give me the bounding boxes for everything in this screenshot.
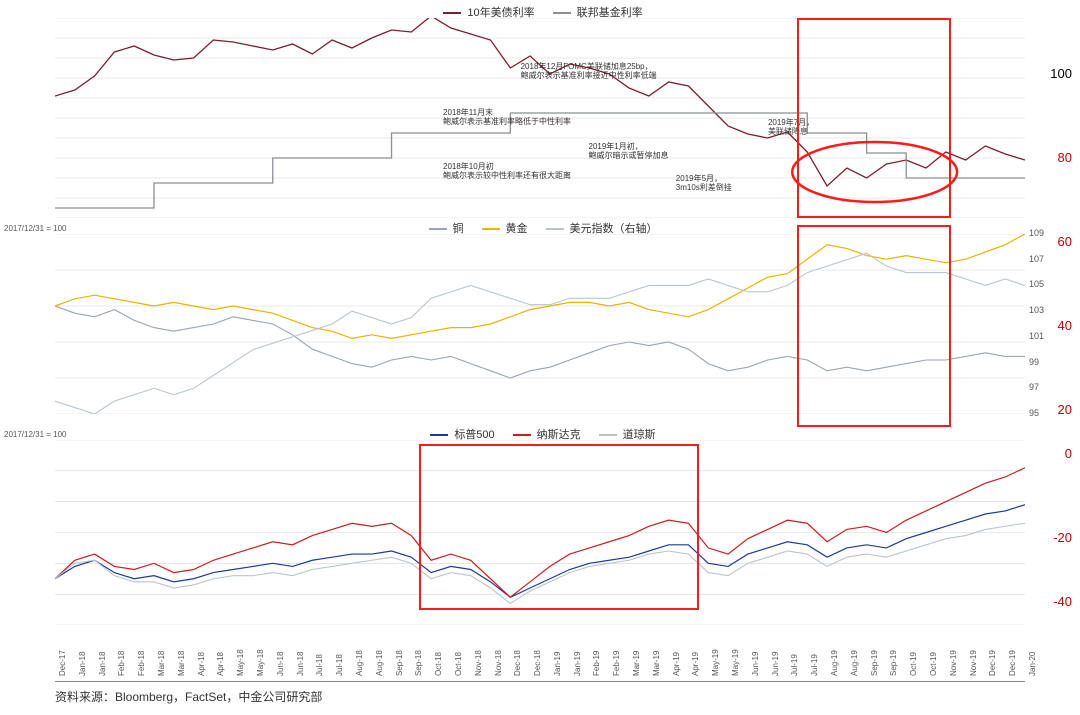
x-tick: Feb-19: [592, 651, 601, 676]
baseline-label-2: 2017/12/31 = 100: [4, 430, 67, 439]
x-tick: Aug-19: [830, 650, 839, 676]
overlay-tick: 80: [1058, 150, 1072, 165]
x-tick: Apr-18: [216, 652, 225, 676]
x-tick: Jun-18: [276, 652, 285, 676]
x-tick: Nov-18: [474, 650, 483, 676]
y-tick-right: 97: [1029, 382, 1039, 392]
series-dxy: [55, 253, 1025, 414]
y-tick-right: 107: [1029, 254, 1044, 264]
equity-chart: [55, 440, 1025, 625]
y-tick-right: 101: [1029, 331, 1044, 341]
overlay-tick: 20: [1058, 402, 1072, 417]
overlay-tick: 0: [1065, 446, 1072, 461]
x-tick: Nov-18: [494, 650, 503, 676]
x-tick: Apr-19: [672, 652, 681, 676]
x-tick: Sep-18: [395, 650, 404, 676]
x-tick: Jan-18: [98, 652, 107, 676]
x-tick: Feb-18: [117, 651, 126, 676]
series-spx: [55, 505, 1025, 598]
rates-panel: 10年美债利率联邦基金利率2018年10月初 鲍威尔表示较中性利率还有很大距离2…: [55, 18, 1025, 218]
annotation: 2019年7月， 美联储降息: [768, 118, 814, 136]
x-axis: Dec-17 Jan-18 Jan-18 Feb-18 Feb-18 Mar-18 Mar-…: [55, 636, 1025, 686]
overlay-tick: 60: [1058, 234, 1072, 249]
x-tick: Feb-18: [137, 651, 146, 676]
x-tick: Jun-18: [296, 652, 305, 676]
x-tick: Dec-19: [988, 650, 997, 676]
x-tick: Oct-18: [454, 652, 463, 676]
x-tick: Dec-19: [1008, 650, 1017, 676]
x-tick: Jul-18: [335, 654, 344, 676]
x-tick: Oct-18: [434, 652, 443, 676]
overlay-tick: 100: [1050, 66, 1072, 81]
commod-chart: [55, 234, 1025, 414]
y-tick-right: 99: [1029, 357, 1039, 367]
x-tick: Jan-19: [573, 652, 582, 676]
annotation: 2018年10月初 鲍威尔表示较中性利率还有很大距离: [443, 162, 571, 180]
commodities-panel: 铜黄金美元指数（右轴）: [55, 234, 1025, 414]
x-tick: Dec-17: [58, 650, 67, 676]
series-gold: [55, 234, 1025, 338]
x-tick: Dec-18: [533, 650, 542, 676]
x-tick: Jul-19: [810, 654, 819, 676]
x-tick: Jan-18: [78, 652, 87, 676]
x-tick: Sep-19: [889, 650, 898, 676]
x-tick: Mar-18: [177, 651, 186, 676]
x-tick: Jun-19: [751, 652, 760, 676]
x-tick: Apr-19: [691, 652, 700, 676]
x-tick: Nov-19: [949, 650, 958, 676]
x-tick: Aug-18: [355, 650, 364, 676]
annotation: 2019年5月， 3m10s利差倒挂: [676, 174, 732, 192]
annotation: 2018年12月FOMC美联储加息25bp， 鲍威尔表示基准利率接近中性利率低端: [521, 62, 657, 80]
annotation: 2018年11月末 鲍威尔表示基准利率略低于中性利率: [443, 108, 571, 126]
x-tick: Jul-18: [315, 654, 324, 676]
x-tick: Jul-19: [790, 654, 799, 676]
series-fedfunds: [55, 113, 1025, 208]
series-ust10y: [55, 18, 1025, 186]
overlay-tick: -20: [1053, 530, 1072, 545]
x-tick: Sep-18: [414, 650, 423, 676]
x-tick: Mar-18: [157, 651, 166, 676]
source-text: 资料来源：Bloomberg，FactSet，中金公司研究部: [55, 681, 1025, 705]
x-tick: Jan-19: [553, 652, 562, 676]
x-tick: Nov-19: [969, 650, 978, 676]
x-tick: Oct-19: [929, 652, 938, 676]
x-tick: Feb-19: [612, 651, 621, 676]
x-tick: Jun-19: [771, 652, 780, 676]
overlay-tick: 40: [1058, 318, 1072, 333]
x-tick: Sep-19: [870, 650, 879, 676]
y-tick-right: 95: [1029, 408, 1039, 418]
x-tick: Mar-19: [652, 651, 661, 676]
y-tick-right: 103: [1029, 305, 1044, 315]
x-tick: Mar-19: [632, 651, 641, 676]
x-tick: May-18: [256, 649, 265, 676]
y-tick-right: 105: [1029, 279, 1044, 289]
x-tick: Dec-18: [513, 650, 522, 676]
x-tick: Aug-18: [375, 650, 384, 676]
overlay-tick: -40: [1053, 594, 1072, 609]
x-tick: Oct-19: [909, 652, 918, 676]
x-tick: May-19: [711, 649, 720, 676]
x-tick: Jan-20: [1028, 652, 1037, 676]
equity-panel: 标普500纳斯达克道琼斯: [55, 440, 1025, 625]
baseline-label-1: 2017/12/31 = 100: [4, 224, 67, 233]
annotation: 2019年1月初， 鲍威尔暗示或暂停加息: [589, 142, 669, 160]
x-tick: May-19: [731, 649, 740, 676]
x-tick: May-18: [236, 649, 245, 676]
x-tick: Aug-19: [850, 650, 859, 676]
x-tick: Apr-18: [197, 652, 206, 676]
y-tick-right: 109: [1029, 228, 1044, 238]
